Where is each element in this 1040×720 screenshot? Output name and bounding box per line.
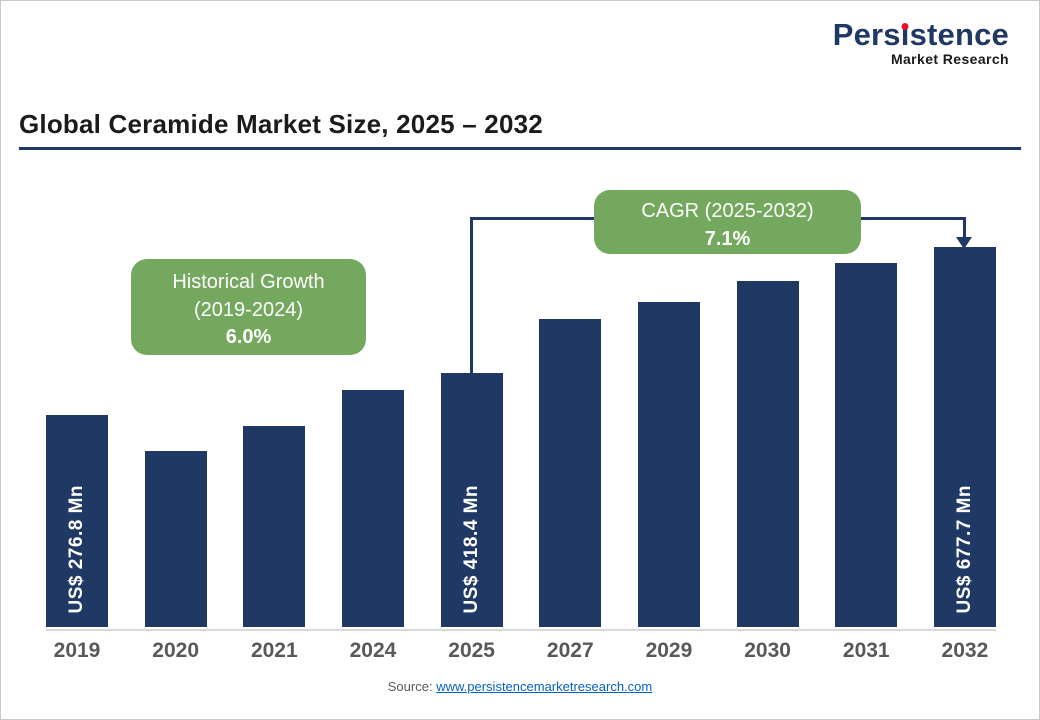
brand-name: Persıstence bbox=[832, 17, 1009, 52]
brand-logo: Persıstence Market Research bbox=[832, 17, 1009, 67]
x-axis-labels: 2019 2020 2021 2024 2025 2027 2029 2030 2031 2032 bbox=[46, 639, 996, 663]
connector-line-from-2025-bar bbox=[470, 217, 473, 375]
bar-2024 bbox=[341, 389, 404, 627]
logo-red-dot: ı bbox=[900, 17, 910, 52]
bar-2020 bbox=[144, 451, 207, 627]
x-tick-2027: 2027 bbox=[546, 639, 594, 662]
cagr-callout: CAGR (2025-2032) 7.1% bbox=[594, 190, 861, 254]
page-title: Global Ceramide Market Size, 2025 – 2032 bbox=[19, 109, 543, 139]
historical-growth-value: 6.0% bbox=[225, 326, 272, 349]
arrow-down-icon bbox=[956, 237, 972, 249]
bar-value-label-2025: US$ 418.4 Mn bbox=[460, 484, 482, 614]
connector-line-to-2032-bar bbox=[963, 217, 966, 239]
source-label: Source: bbox=[387, 679, 433, 694]
bar-2025: US$ 418.4 Mn bbox=[440, 373, 503, 627]
source-link[interactable]: www.persistencemarketresearch.com bbox=[436, 679, 653, 694]
bar-2031 bbox=[835, 262, 898, 627]
historical-growth-callout: Historical Growth (2019-2024) 6.0% bbox=[131, 259, 366, 355]
x-tick-2024: 2024 bbox=[349, 639, 397, 662]
bar-chart: US$ 276.8 Mn US$ 418.4 Mn US$ 677.7 Mn bbox=[46, 247, 996, 627]
bar-value-label-2032: US$ 677.7 Mn bbox=[953, 484, 975, 614]
bar-2019: US$ 276.8 Mn bbox=[46, 415, 108, 627]
cagr-label: CAGR (2025-2032) bbox=[641, 200, 814, 222]
bar-2029 bbox=[637, 302, 700, 627]
x-tick-2031: 2031 bbox=[842, 639, 890, 662]
cagr-value: 7.1% bbox=[704, 227, 751, 250]
bar-value-label-2019: US$ 276.8 Mn bbox=[66, 484, 87, 614]
connector-line-from-cagr-box bbox=[859, 217, 965, 220]
historical-growth-line2: (2019-2024) bbox=[194, 298, 303, 321]
bar-2030 bbox=[736, 281, 799, 627]
connector-line-to-cagr-box bbox=[470, 217, 596, 220]
x-tick-2021: 2021 bbox=[250, 639, 298, 662]
x-tick-2025: 2025 bbox=[448, 639, 495, 662]
x-tick-2020: 2020 bbox=[152, 639, 200, 662]
historical-growth-line1: Historical Growth bbox=[172, 271, 325, 293]
source-line: Source: www.persistencemarketresearch.co… bbox=[1, 679, 1039, 694]
brand-subtitle: Market Research bbox=[890, 50, 1009, 67]
x-tick-2030: 2030 bbox=[744, 639, 791, 662]
x-tick-2029: 2029 bbox=[645, 639, 693, 662]
bar-2032: US$ 677.7 Mn bbox=[933, 247, 996, 627]
x-tick-2019: 2019 bbox=[53, 639, 101, 662]
title-underline bbox=[19, 147, 1021, 150]
x-tick-2032: 2032 bbox=[941, 639, 989, 662]
bar-2027 bbox=[539, 319, 602, 627]
bar-2021 bbox=[243, 426, 306, 627]
x-axis-line bbox=[46, 629, 996, 631]
